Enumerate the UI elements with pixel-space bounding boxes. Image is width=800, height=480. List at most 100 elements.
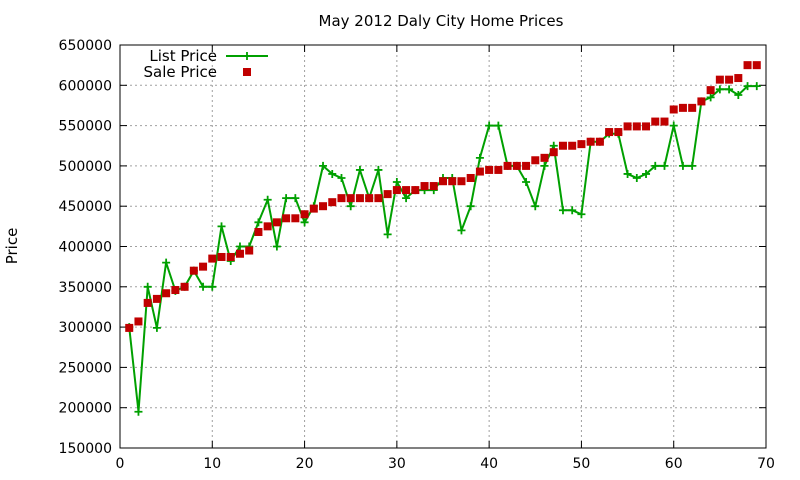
list-price-point — [494, 121, 503, 130]
sale-price-point — [402, 186, 411, 195]
sale-price-point — [586, 137, 595, 146]
sale-price-point — [429, 182, 438, 191]
sale-price-point — [725, 75, 734, 84]
sale-price-point — [669, 105, 678, 114]
y-tick-label: 550000 — [59, 119, 112, 135]
sale-price-point — [752, 61, 761, 70]
sale-price-point — [743, 61, 752, 70]
sale-price-point — [466, 173, 475, 182]
sale-price-point — [217, 252, 226, 261]
sale-price-point — [605, 128, 614, 137]
chart-title: May 2012 Daly City Home Prices — [319, 12, 564, 30]
sale-price-point — [162, 289, 171, 298]
list-price-point — [734, 90, 743, 99]
sale-price-point — [328, 198, 337, 207]
list-price-point — [134, 407, 143, 416]
sale-price-point — [448, 177, 457, 186]
list-price-point — [623, 169, 632, 178]
sale-price-point — [512, 161, 521, 170]
sale-price-point — [235, 249, 244, 258]
list-price-point — [678, 161, 687, 170]
sale-price-point — [549, 148, 558, 157]
list-price-line — [128, 85, 757, 412]
list-price-point — [651, 161, 660, 170]
x-tick-label: 60 — [665, 456, 683, 472]
series-list-price — [125, 82, 761, 416]
list-price-point — [522, 178, 531, 187]
list-price-point — [199, 282, 208, 291]
x-tick-label: 70 — [757, 456, 775, 472]
sale-price-point — [632, 122, 641, 131]
sale-price-point — [660, 117, 669, 126]
sale-price-point — [457, 177, 466, 186]
axes: 150000 200000 250000 300000 350000 400000 4500… — [59, 38, 775, 472]
sale-price-point — [568, 141, 577, 150]
sale-price-point — [697, 97, 706, 106]
sale-price-point — [291, 214, 300, 223]
list-price-point — [291, 194, 300, 203]
list-price-point — [725, 85, 734, 94]
sale-price-point — [642, 122, 651, 131]
sale-price-point — [374, 194, 383, 203]
sale-price-point — [346, 194, 355, 203]
y-tick-label: 400000 — [59, 240, 112, 256]
sale-price-point — [143, 298, 152, 307]
list-price-point — [208, 282, 217, 291]
sale-price-point — [503, 161, 512, 170]
list-price-point — [143, 282, 152, 291]
list-price-point — [466, 202, 475, 211]
plot-frame — [119, 44, 767, 449]
y-tick-label: 650000 — [59, 38, 112, 54]
series-sale-price — [125, 61, 761, 332]
sale-price-point — [245, 246, 254, 255]
list-price-point — [374, 165, 383, 174]
sale-price-point — [300, 210, 309, 219]
list-price-point — [743, 82, 752, 91]
sale-price-point — [558, 141, 567, 150]
sale-price-point — [337, 194, 346, 203]
sale-price-point — [688, 103, 697, 112]
x-tick-label: 50 — [573, 456, 591, 472]
list-price-point — [531, 202, 540, 211]
sale-price-point — [125, 323, 134, 332]
list-price-point — [402, 194, 411, 203]
sale-price-point — [540, 153, 549, 162]
legend-marker-sale-price — [243, 68, 251, 76]
sale-price-point — [531, 156, 540, 165]
list-price-point — [485, 121, 494, 130]
list-price-point — [669, 121, 678, 130]
sale-price-point — [152, 294, 161, 303]
y-tick-label: 150000 — [59, 441, 112, 457]
x-tick-label: 0 — [116, 456, 125, 472]
sale-price-point — [706, 86, 715, 95]
sale-price-point — [439, 177, 447, 186]
sale-price-point — [522, 161, 531, 170]
sale-price-point — [355, 194, 364, 203]
y-tick-label: 250000 — [59, 360, 112, 376]
list-price-point — [282, 194, 291, 203]
x-tick-label: 30 — [388, 456, 406, 472]
y-tick-label: 500000 — [59, 159, 112, 175]
sale-price-point — [485, 165, 494, 174]
list-price-point — [475, 153, 484, 162]
x-tick-label: 40 — [480, 456, 498, 472]
list-price-point — [752, 82, 761, 91]
list-price-point — [715, 85, 724, 94]
sale-price-point — [678, 103, 687, 112]
list-price-point — [300, 218, 309, 227]
sale-price-point — [715, 75, 724, 84]
sale-price-point — [383, 190, 392, 199]
sale-price-point — [226, 252, 235, 261]
sale-price-point — [595, 137, 604, 146]
sale-price-point — [199, 262, 208, 271]
list-price-point — [688, 161, 697, 170]
y-tick-label: 200000 — [59, 401, 112, 417]
sale-price-point — [475, 167, 484, 176]
list-price-point — [263, 195, 272, 204]
sale-price-point — [494, 165, 503, 174]
sale-price-point — [180, 282, 189, 291]
list-price-point — [632, 173, 641, 182]
sale-price-point — [577, 140, 586, 149]
